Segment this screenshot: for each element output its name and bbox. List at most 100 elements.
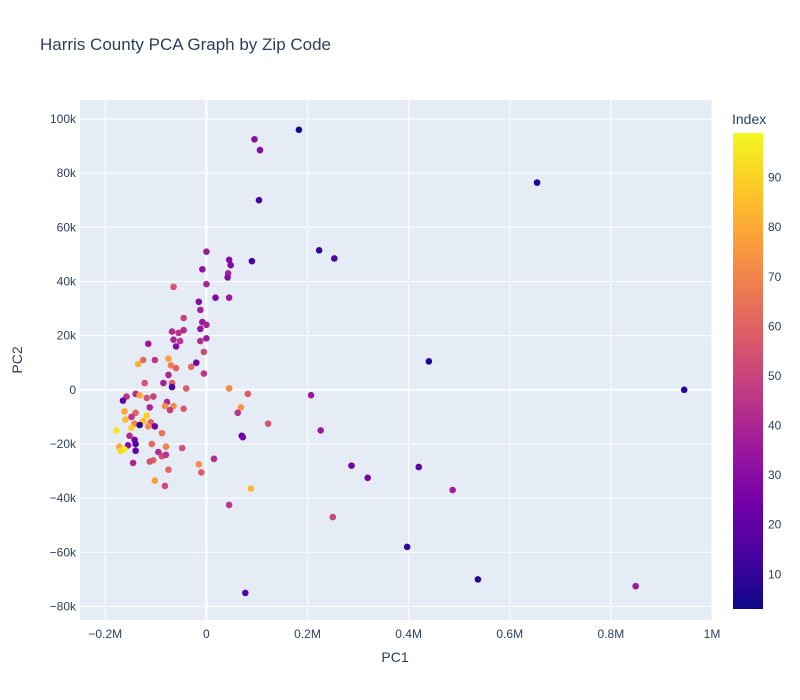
scatter-point[interactable] (144, 340, 152, 348)
scatter-point[interactable] (403, 543, 411, 551)
scatter-point[interactable] (162, 443, 170, 450)
scatter-point[interactable] (329, 513, 337, 521)
scatter-point[interactable] (151, 356, 159, 364)
scatter-point[interactable] (224, 274, 231, 281)
scatter-point[interactable] (176, 337, 184, 345)
scatter-point[interactable] (225, 256, 233, 264)
scatter-point[interactable] (225, 385, 233, 392)
scatter-point[interactable] (144, 423, 152, 430)
scatter-point[interactable] (237, 404, 245, 411)
scatter-point[interactable] (121, 408, 128, 415)
scatter-point[interactable] (234, 409, 242, 417)
scatter-point[interactable] (315, 247, 323, 254)
scatter-point[interactable] (168, 383, 176, 391)
scatter-point[interactable] (136, 391, 143, 399)
scatter-point[interactable] (143, 394, 151, 402)
plot-area[interactable] (80, 100, 712, 620)
scatter-point[interactable] (200, 348, 208, 356)
scatter-point[interactable] (203, 280, 210, 288)
scatter-point[interactable] (255, 196, 263, 204)
scatter-point[interactable] (203, 335, 210, 342)
scatter-point[interactable] (166, 406, 174, 414)
scatter-point[interactable] (141, 379, 149, 387)
scatter-point[interactable] (128, 413, 135, 421)
scatter-point[interactable] (364, 474, 371, 482)
scatter-point[interactable] (264, 420, 272, 427)
scatter-point[interactable] (331, 255, 338, 262)
scatter-point[interactable] (161, 482, 169, 490)
scatter-point[interactable] (132, 440, 139, 448)
scatter-point[interactable] (143, 412, 151, 419)
scatter-point[interactable] (165, 355, 172, 362)
scatter-point[interactable] (244, 390, 252, 398)
scatter-point[interactable] (295, 126, 303, 134)
scatter-point[interactable] (165, 466, 172, 473)
scatter-point[interactable] (239, 433, 247, 441)
scatter-point[interactable] (180, 326, 187, 334)
scatter-point[interactable] (175, 329, 182, 337)
scatter-point[interactable] (113, 427, 120, 434)
scatter-point[interactable] (139, 356, 147, 364)
scatter-point[interactable] (129, 459, 137, 467)
scatter-point[interactable] (210, 455, 218, 463)
scatter-point[interactable] (474, 576, 482, 583)
scatter-point[interactable] (197, 337, 204, 345)
scatter-point[interactable] (178, 444, 186, 452)
scatter-point[interactable] (251, 135, 258, 143)
scatter-point[interactable] (195, 298, 203, 306)
scatter-point[interactable] (195, 460, 203, 468)
scatter-point[interactable] (225, 501, 233, 509)
scatter-point[interactable] (415, 463, 423, 471)
scatter-point[interactable] (128, 424, 135, 432)
scatter-point[interactable] (307, 391, 315, 399)
scatter-point[interactable] (167, 362, 175, 369)
scatter-point[interactable] (165, 371, 172, 379)
scatter-point[interactable] (134, 360, 142, 368)
scatter-point[interactable] (151, 477, 159, 484)
scatter-point[interactable] (348, 462, 355, 469)
scatter-point[interactable] (256, 146, 264, 154)
scatter-point[interactable] (168, 328, 176, 335)
scatter-point[interactable] (158, 429, 166, 437)
scatter-point[interactable] (180, 314, 187, 322)
scatter-point[interactable] (182, 385, 190, 392)
scatter-point[interactable] (170, 336, 177, 343)
scatter-point[interactable] (160, 379, 167, 387)
scatter-point[interactable] (212, 294, 219, 302)
scatter-point[interactable] (425, 358, 433, 365)
scatter-point[interactable] (187, 363, 195, 371)
scatter-point[interactable] (227, 261, 234, 269)
scatter-point[interactable] (247, 485, 255, 492)
scatter-point[interactable] (197, 306, 204, 314)
scatter-point[interactable] (203, 248, 210, 255)
scatter-point[interactable] (122, 416, 129, 423)
scatter-point[interactable] (200, 370, 208, 377)
scatter-point[interactable] (248, 257, 256, 265)
scatter-point[interactable] (203, 321, 210, 329)
scatter-point[interactable] (170, 283, 177, 291)
scatter-point[interactable] (192, 359, 200, 367)
scatter-point[interactable] (132, 447, 139, 455)
scatter-point[interactable] (680, 386, 688, 394)
scatter-point[interactable] (225, 294, 233, 302)
scatter-point[interactable] (172, 364, 180, 372)
scatter-point[interactable] (533, 179, 541, 186)
scatter-point[interactable] (126, 432, 133, 440)
scatter-point[interactable] (132, 409, 139, 417)
scatter-point[interactable] (148, 440, 156, 448)
scatter-point[interactable] (180, 405, 187, 413)
scatter-point[interactable] (317, 427, 324, 434)
scatter-point[interactable] (119, 397, 127, 404)
scatter-point[interactable] (117, 447, 124, 455)
scatter-point[interactable] (242, 589, 249, 597)
scatter-point[interactable] (449, 486, 456, 494)
scatter-point[interactable] (136, 421, 143, 429)
colorbar[interactable] (733, 133, 763, 609)
scatter-point[interactable] (632, 582, 639, 590)
scatter-point[interactable] (197, 325, 204, 333)
scatter-point[interactable] (162, 451, 170, 459)
scatter-point[interactable] (150, 393, 157, 400)
scatter-point[interactable] (161, 402, 169, 410)
scatter-point[interactable] (151, 423, 159, 430)
scatter-point[interactable] (146, 404, 154, 411)
